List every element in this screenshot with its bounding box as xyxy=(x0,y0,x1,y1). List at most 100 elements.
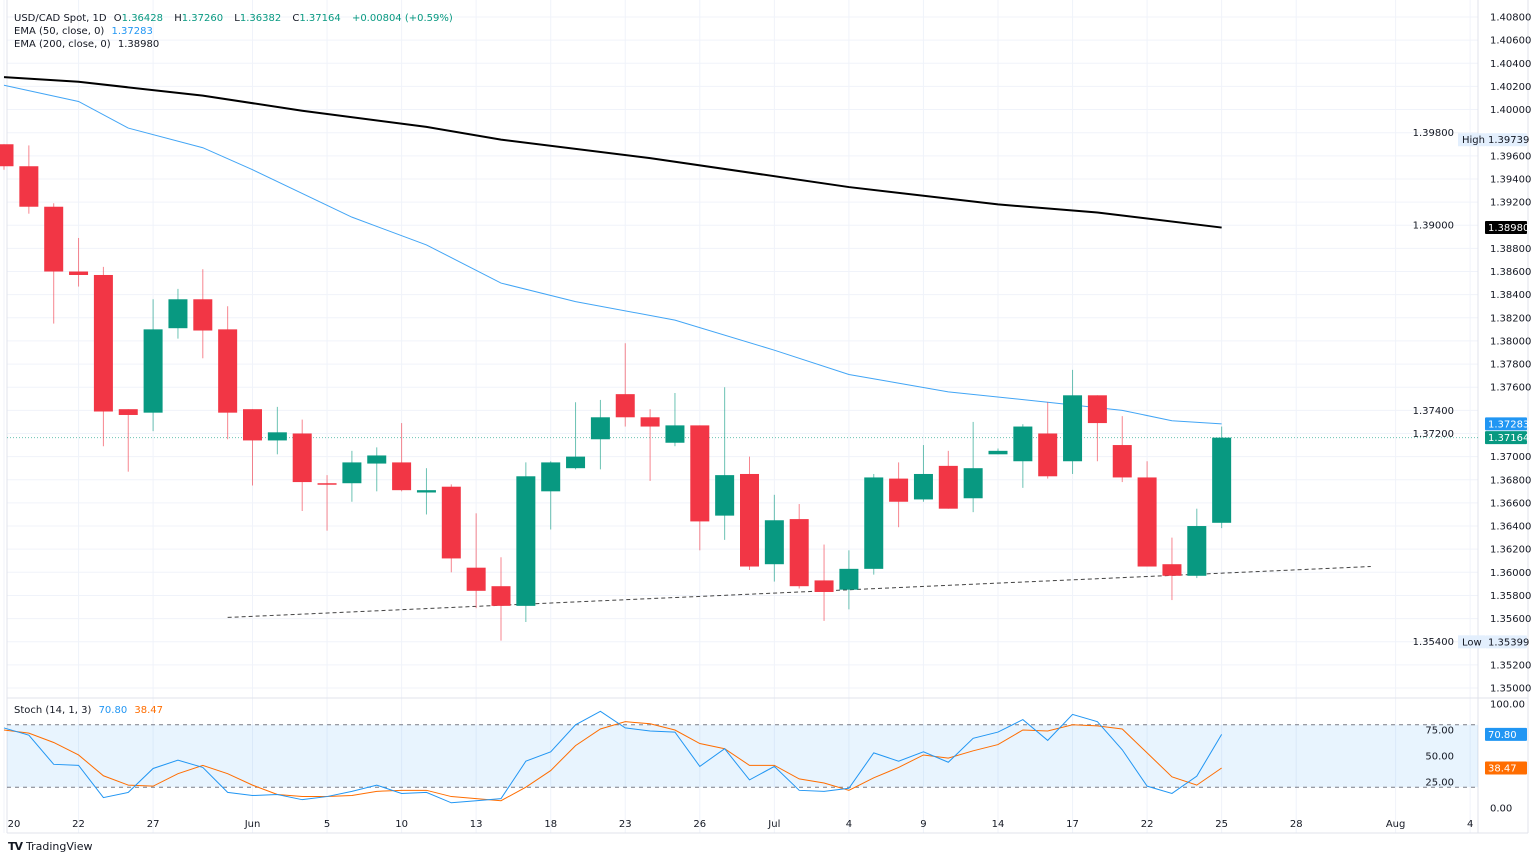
candle-bearish[interactable] xyxy=(1137,461,1157,567)
candle-bullish[interactable] xyxy=(864,473,884,575)
candle-bearish[interactable] xyxy=(1038,402,1058,479)
candle-bullish[interactable] xyxy=(963,421,983,513)
candle-bearish[interactable] xyxy=(218,306,238,440)
candle-bullish[interactable] xyxy=(839,550,859,610)
ema50-line[interactable] xyxy=(3,84,1222,425)
candle-body xyxy=(292,433,312,483)
candle-body xyxy=(342,462,362,484)
time-tick-label: 26 xyxy=(693,819,706,830)
stoch-band-fill xyxy=(7,724,1478,788)
candle-body xyxy=(93,274,113,412)
price-tick-label: 1.39000 xyxy=(1413,221,1454,232)
candle-bearish[interactable] xyxy=(938,450,958,509)
candle-bearish[interactable] xyxy=(19,145,39,214)
candle-bullish[interactable] xyxy=(367,447,387,492)
price-tick-label: 1.39800 xyxy=(1413,128,1454,139)
open-label: O xyxy=(113,13,122,24)
badge-bg xyxy=(1485,635,1527,649)
candle-bearish[interactable] xyxy=(640,409,660,481)
candle-bearish[interactable] xyxy=(392,423,412,492)
candle-bearish[interactable] xyxy=(441,484,461,573)
candle-bearish[interactable] xyxy=(789,504,809,589)
candle-bullish[interactable] xyxy=(566,402,586,470)
badge-label: Low xyxy=(1462,637,1482,648)
candle-body xyxy=(69,271,89,275)
candle-body xyxy=(839,568,859,590)
candle-bearish[interactable] xyxy=(814,544,834,621)
candle-bearish[interactable] xyxy=(740,456,759,570)
candle-bearish[interactable] xyxy=(317,475,337,531)
candle-bullish[interactable] xyxy=(590,399,610,470)
low-label: L xyxy=(234,13,240,24)
price-tick-label: 1.40600 xyxy=(1490,36,1531,47)
candle-bullish[interactable] xyxy=(764,494,784,582)
time-tick-label: Jul xyxy=(767,819,780,830)
symbol-title[interactable]: USD/CAD Spot, 1D xyxy=(14,13,107,24)
tradingview-logo-icon: TV xyxy=(8,840,23,853)
badge-value: 1.39739 xyxy=(1488,135,1529,146)
time-tick-label: 22 xyxy=(1141,819,1154,830)
candle-bullish[interactable] xyxy=(1212,426,1232,529)
price-tick-label: 1.37000 xyxy=(1490,452,1531,463)
ema200-line[interactable] xyxy=(3,76,1222,229)
candle-bearish[interactable] xyxy=(615,343,635,427)
candle-bullish[interactable] xyxy=(143,299,163,432)
tradingview-logo[interactable]: TV TradingView xyxy=(8,840,93,853)
candle-bearish[interactable] xyxy=(889,462,909,528)
time-tick-label: Aug xyxy=(1386,819,1406,830)
candle-bullish[interactable] xyxy=(1187,508,1207,579)
candle-bullish[interactable] xyxy=(1063,369,1083,474)
ema50-legend[interactable]: EMA (50, close, 0) 1.37283 xyxy=(14,26,157,37)
candle-body xyxy=(541,462,561,492)
ema200-legend[interactable]: EMA (200, close, 0) 1.38980 xyxy=(14,39,163,50)
price-tick-label: 1.36800 xyxy=(1490,475,1531,486)
stoch-legend[interactable]: Stoch (14, 1, 3) 70.80 38.47 xyxy=(14,705,167,716)
candle-bearish[interactable] xyxy=(491,557,511,641)
price-tick-label: 1.35400 xyxy=(1413,637,1454,648)
candle-body xyxy=(218,329,238,413)
price-tick-label: 1.37800 xyxy=(1490,360,1531,371)
time-tick-label: 10 xyxy=(395,819,408,830)
candle-body xyxy=(491,586,511,606)
candle-bearish[interactable] xyxy=(0,144,14,170)
candle-bullish[interactable] xyxy=(715,387,735,540)
candle-bearish[interactable] xyxy=(690,425,710,551)
candle-bearish[interactable] xyxy=(243,409,262,486)
candle-bullish[interactable] xyxy=(665,392,685,447)
ema200-value: 1.38980 xyxy=(117,39,160,50)
candle-body xyxy=(1212,437,1232,523)
candle-bullish[interactable] xyxy=(168,288,188,339)
close-price-badge: 1.37164 xyxy=(1485,431,1529,445)
candle-bearish[interactable] xyxy=(1087,395,1107,462)
candle-bearish[interactable] xyxy=(69,237,89,287)
candle-bearish[interactable] xyxy=(44,203,64,324)
candle-bullish[interactable] xyxy=(1013,424,1033,488)
time-tick-label: 13 xyxy=(470,819,483,830)
candle-bullish[interactable] xyxy=(342,450,362,502)
candle-bullish[interactable] xyxy=(913,445,933,502)
candle-bullish[interactable] xyxy=(416,468,436,515)
candle-bearish[interactable] xyxy=(1162,537,1182,601)
badge-bg xyxy=(1485,761,1527,775)
candle-body xyxy=(640,417,660,427)
candle-bullish[interactable] xyxy=(516,462,536,623)
candle-body xyxy=(44,206,64,272)
candle-bullish[interactable] xyxy=(267,406,287,455)
time-tick-label: 5 xyxy=(324,819,330,830)
candle-bullish[interactable] xyxy=(988,448,1008,455)
candle-bearish[interactable] xyxy=(1112,416,1132,483)
badge-value: 70.80 xyxy=(1488,730,1517,741)
candle-bearish[interactable] xyxy=(193,269,213,359)
candle-bearish[interactable] xyxy=(118,409,138,472)
candle-bearish[interactable] xyxy=(292,419,312,511)
candle-body xyxy=(566,456,586,469)
candle-body xyxy=(1162,564,1182,576)
candle-body xyxy=(143,329,163,413)
candle-body xyxy=(441,486,461,559)
candle-bearish[interactable] xyxy=(93,266,113,447)
candle-bullish[interactable] xyxy=(541,461,561,530)
candle-bearish[interactable] xyxy=(466,513,486,609)
stoch-k-line xyxy=(3,710,1223,804)
badge-value: 1.38980 xyxy=(1488,223,1529,234)
